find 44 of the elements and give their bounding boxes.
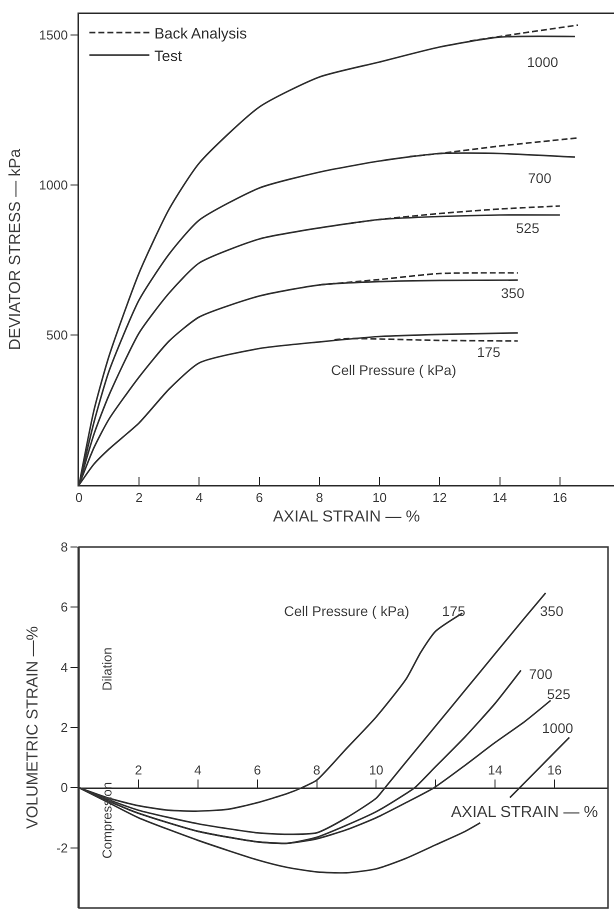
annotation: 525 (547, 686, 571, 702)
annotation: 700 (529, 666, 553, 682)
x-tick-label: 10 (372, 490, 387, 506)
annotation: Cell Pressure ( kPa) (331, 362, 456, 378)
x-tick-label: 2 (135, 490, 143, 506)
annotation: Cell Pressure ( kPa) (284, 603, 410, 619)
annotation: 350 (501, 285, 525, 301)
annotation: 175 (477, 344, 501, 360)
legend-label: Back Analysis (154, 25, 247, 42)
y-tick-label: 0 (60, 780, 68, 796)
x-tick-label: 6 (254, 762, 261, 778)
annotation: 175 (442, 603, 466, 619)
x-tick-label: 10 (368, 762, 384, 778)
y-tick-label: 500 (46, 328, 68, 343)
y-tick-label: 1500 (38, 28, 68, 43)
x-tick-label: 12 (432, 490, 447, 506)
x-tick-label: 4 (194, 762, 202, 778)
x-tick-label: 14 (492, 490, 508, 506)
x-tick-label: 16 (547, 762, 562, 778)
x-tick-label: 4 (196, 490, 203, 506)
y-axis-title: VOLUMETRIC STRAIN —% (24, 626, 42, 829)
x-axis-title: AXIAL STRAIN — % (451, 804, 598, 821)
annotation: 350 (540, 603, 564, 619)
y-tick-label: 1000 (38, 178, 68, 193)
x-axis-title: AXIAL STRAIN — % (273, 508, 420, 526)
annotation: Dilation (99, 647, 114, 691)
annotation: 1000 (542, 720, 574, 736)
y-tick-label: -2 (56, 840, 68, 856)
x-tick-label: 2 (134, 762, 142, 778)
y-tick-label: 2 (60, 720, 68, 736)
y-axis-title: DEVIATOR STRESS — kPa (7, 148, 24, 350)
y-tick-label: 6 (60, 600, 68, 615)
x-tick-label: 14 (488, 762, 502, 778)
y-tick-label: 8 (60, 540, 68, 555)
x-tick-label: 8 (316, 490, 324, 506)
x-tick-label: 6 (256, 490, 263, 506)
annotation: 700 (528, 170, 552, 186)
x-tick-label: 0 (75, 490, 83, 506)
annotation: 525 (516, 220, 540, 236)
y-tick-label: 4 (60, 660, 68, 675)
annotation: 1000 (527, 54, 558, 70)
x-tick-label: 16 (552, 490, 568, 506)
x-tick-label: 8 (313, 762, 320, 778)
legend-label: Test (154, 48, 183, 65)
